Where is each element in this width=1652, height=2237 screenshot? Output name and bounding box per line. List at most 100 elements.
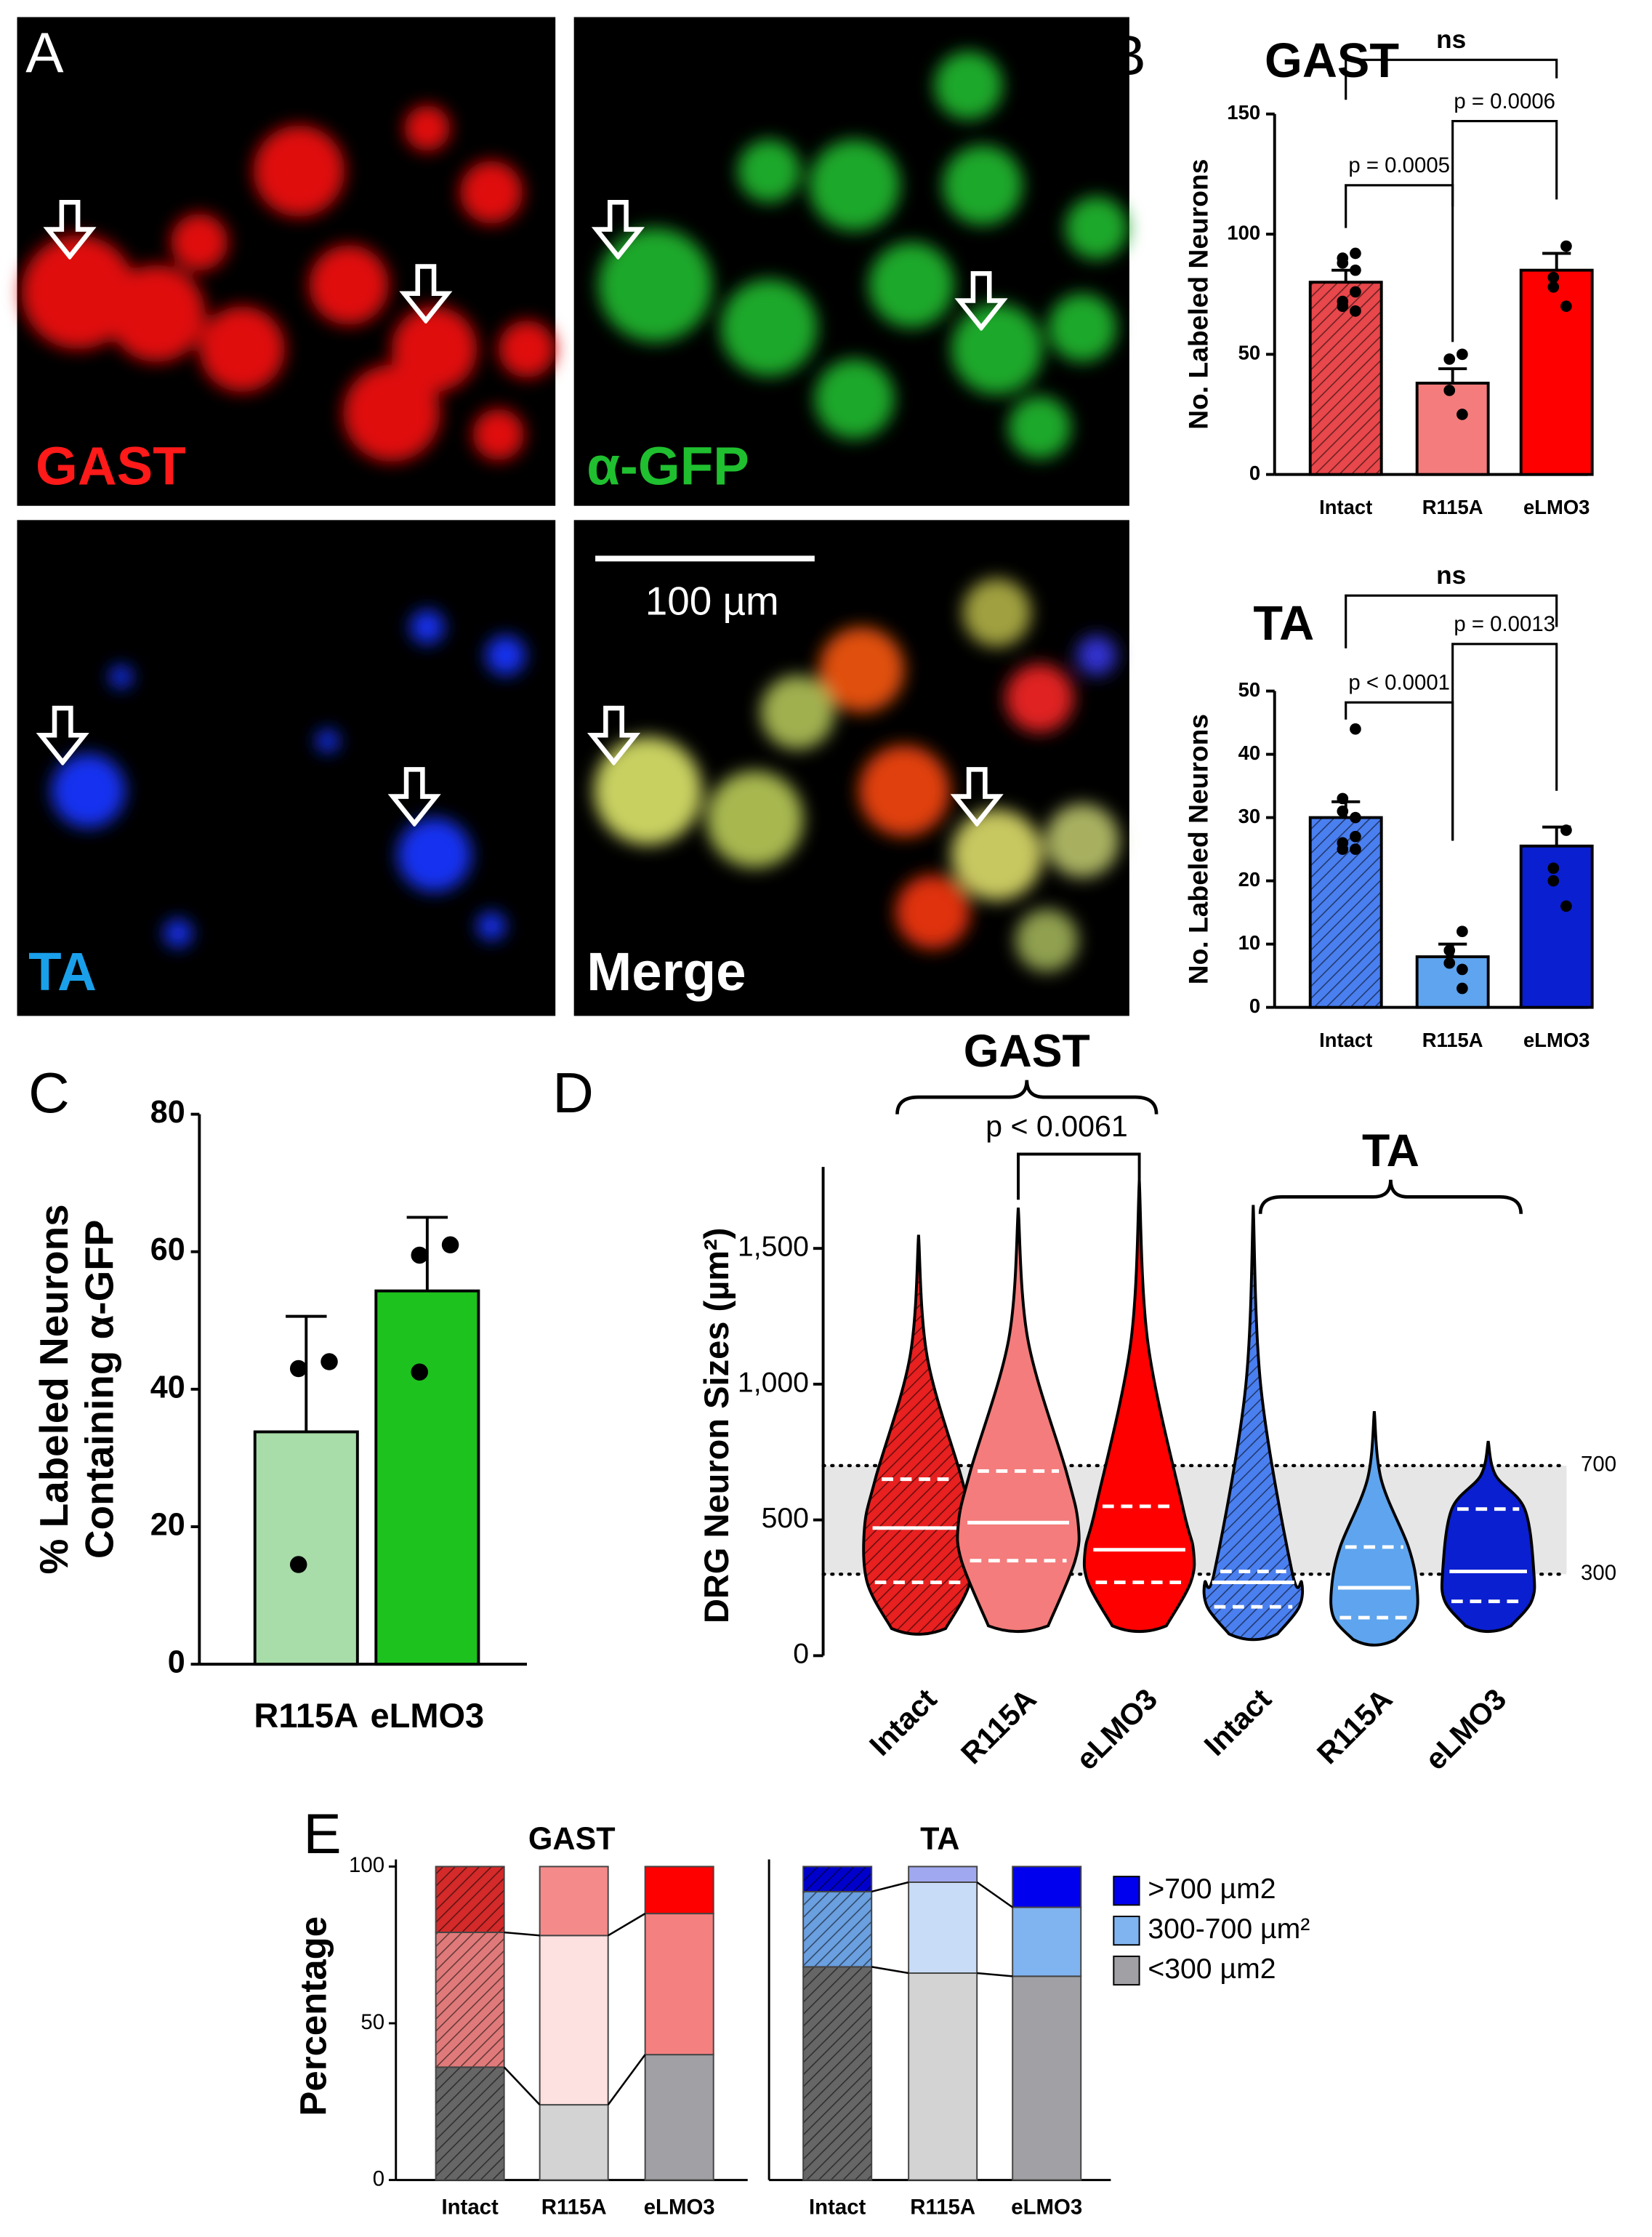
violin (1202, 1205, 1305, 1642)
connector (503, 2066, 541, 2105)
data-point (1560, 240, 1572, 252)
reference-label: 300 (1581, 1561, 1616, 1585)
chart-title: TA (920, 1822, 959, 1857)
bar (253, 1430, 359, 1666)
legend-label: <300 µm2 (1148, 1953, 1276, 1985)
x-tick-label: R115A (254, 1696, 358, 1735)
data-point (1337, 843, 1349, 855)
bar-segment (644, 1865, 714, 1915)
micrograph-merge (573, 520, 1129, 1016)
y-tick-label: 40 (150, 1370, 185, 1405)
significance-bracket (1451, 120, 1558, 207)
y-tick-label: 30 (1238, 805, 1261, 827)
y-axis-label: Percentage (292, 1916, 334, 2116)
bar-segment (644, 2054, 714, 2181)
y-tick-label: 100 (1227, 221, 1260, 244)
image-label: TA (28, 941, 97, 1002)
data-point (1350, 830, 1361, 843)
y-tick-label: 50 (1238, 342, 1261, 364)
micrograph-ta (17, 520, 556, 1016)
y-tick-label: 100 (349, 1853, 384, 1877)
data-point (1560, 300, 1572, 313)
bar-segment (1012, 1865, 1082, 1908)
connector (977, 1972, 1013, 1977)
panel-letter: C (28, 1061, 70, 1125)
data-point (1456, 925, 1468, 938)
significance-bracket (1345, 58, 1558, 100)
data-point (1337, 300, 1349, 313)
chart-title: GAST (528, 1822, 616, 1857)
y-tick-label: 60 (150, 1232, 185, 1267)
panel-letter: A (25, 20, 64, 84)
x-tick-label: eLMO3 (1070, 1682, 1164, 1777)
x-tick-label: R115A (541, 2196, 607, 2220)
connector (976, 1881, 1013, 1908)
data-point (1350, 723, 1361, 735)
data-point (441, 1236, 459, 1254)
y-tick-label: 1,000 (738, 1367, 809, 1398)
data-point (1456, 982, 1468, 995)
significance-label: p = 0.0013 (1454, 612, 1555, 636)
image-label: α-GFP (587, 435, 749, 496)
data-point (1456, 963, 1468, 976)
significance-label: ns (1436, 25, 1466, 54)
bar (1519, 268, 1594, 476)
significance-label: p = 0.0005 (1348, 153, 1450, 177)
significance-bracket (1345, 184, 1454, 342)
data-point (289, 1360, 307, 1378)
data-point (1547, 875, 1560, 887)
y-axis-label: No. Labeled Neurons (1183, 159, 1214, 430)
y-tick-label: 500 (762, 1503, 809, 1534)
y-tick-label: 10 (1238, 931, 1261, 954)
y-tick-label: 80 (150, 1095, 185, 1130)
y-axis-label: No. Labeled Neurons (1183, 714, 1214, 984)
data-point (1350, 247, 1361, 260)
scale-bar-label: 100 µm (645, 578, 779, 623)
significance-bracket (1017, 1152, 1141, 1200)
x-tick-label: R115A (954, 1682, 1042, 1770)
data-point (1456, 348, 1468, 361)
y-tick-label: 50 (1238, 678, 1261, 701)
significance-label: ns (1436, 561, 1466, 590)
x-tick-label: Intact (1198, 1682, 1278, 1762)
y-tick-label: 50 (360, 2010, 384, 2034)
violin (1082, 1180, 1196, 1633)
bar (374, 1289, 480, 1666)
x-tick-label: R115A (1422, 1029, 1483, 1051)
y-tick-label: 0 (1249, 995, 1260, 1017)
connector (871, 1966, 909, 1975)
bar-segment (908, 1972, 978, 2181)
y-tick-label: 1,500 (738, 1232, 809, 1263)
legend-label: >700 µm2 (1148, 1873, 1276, 1905)
legend-swatch (1113, 1955, 1140, 1986)
legend-label: 300-700 µm² (1148, 1913, 1310, 1945)
x-tick-label: Intact (1319, 1029, 1372, 1051)
x-tick-label: Intact (809, 2196, 866, 2220)
data-point (1443, 957, 1456, 969)
violin (862, 1234, 975, 1636)
data-point (1350, 811, 1361, 824)
violin (956, 1208, 1081, 1634)
connector (607, 2054, 646, 2105)
data-point (1350, 286, 1361, 298)
significance-bracket (1345, 594, 1558, 648)
data-point (1443, 353, 1456, 365)
micrograph-gast (17, 17, 556, 506)
y-tick-label: 0 (373, 2166, 384, 2190)
data-point (411, 1363, 429, 1381)
x-tick-label: Intact (863, 1682, 943, 1762)
bar-segment (644, 1913, 714, 2056)
data-point (321, 1353, 338, 1370)
group-brace (895, 1080, 1159, 1115)
violin (1440, 1440, 1536, 1633)
group-label: GAST (964, 1026, 1090, 1077)
significance-bracket (1451, 643, 1558, 841)
connector (504, 1931, 540, 1937)
data-point (1350, 843, 1361, 855)
bar-segment (802, 1966, 873, 2181)
bar-segment (908, 1865, 978, 1883)
data-point (411, 1246, 429, 1264)
bar (1308, 281, 1383, 476)
